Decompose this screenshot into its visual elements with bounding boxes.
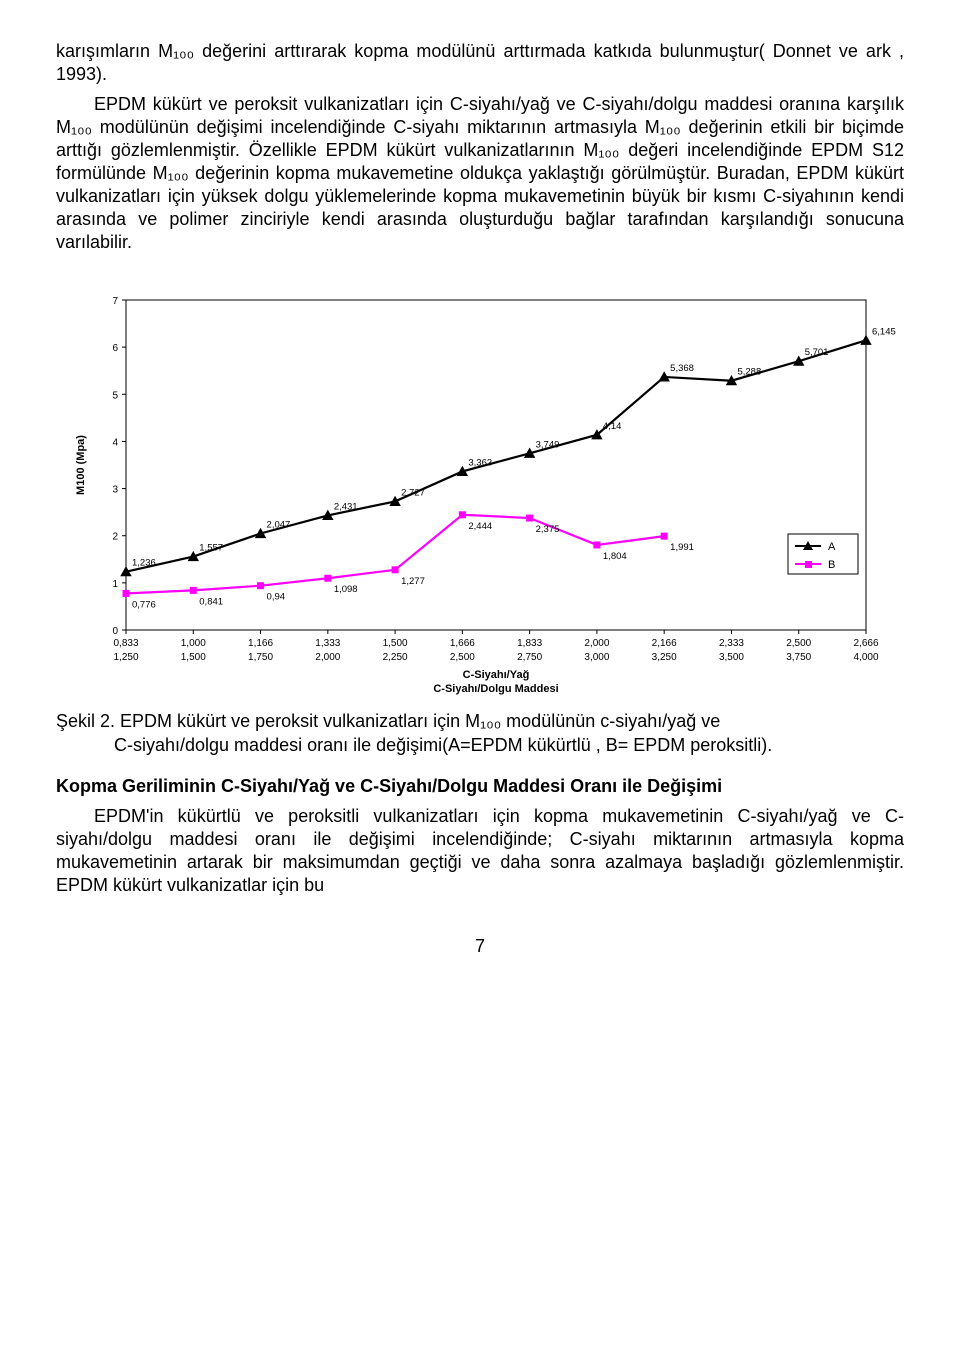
svg-text:2,727: 2,727 — [401, 488, 425, 499]
svg-text:1,750: 1,750 — [248, 652, 273, 663]
figure-caption-line1: EPDM kükürt ve peroksit vulkanizatları i… — [120, 711, 720, 731]
svg-text:1,804: 1,804 — [603, 551, 627, 562]
svg-text:2,000: 2,000 — [315, 652, 340, 663]
svg-text:1,000: 1,000 — [181, 638, 206, 649]
svg-text:1,236: 1,236 — [132, 558, 156, 569]
svg-text:1,333: 1,333 — [315, 638, 340, 649]
svg-text:1,500: 1,500 — [181, 652, 206, 663]
figure-label: Şekil 2. — [56, 711, 115, 731]
svg-text:1,166: 1,166 — [248, 638, 273, 649]
svg-text:C-Siyahı/Dolgu Maddesi: C-Siyahı/Dolgu Maddesi — [433, 683, 558, 695]
svg-text:1,250: 1,250 — [113, 652, 138, 663]
svg-text:2: 2 — [112, 532, 118, 543]
svg-text:2,375: 2,375 — [536, 525, 560, 536]
svg-text:2,500: 2,500 — [450, 652, 475, 663]
svg-text:M100 (Mpa): M100 (Mpa) — [75, 435, 87, 495]
svg-text:5,288: 5,288 — [737, 367, 761, 378]
svg-text:0: 0 — [112, 626, 118, 637]
svg-text:3,000: 3,000 — [584, 652, 609, 663]
svg-text:1,666: 1,666 — [450, 638, 475, 649]
svg-text:5,368: 5,368 — [670, 363, 694, 374]
svg-text:C-Siyahı/Yağ: C-Siyahı/Yağ — [463, 669, 530, 681]
svg-text:3,750: 3,750 — [786, 652, 811, 663]
svg-text:1: 1 — [112, 579, 118, 590]
svg-text:5: 5 — [112, 391, 118, 402]
svg-text:5,701: 5,701 — [805, 348, 829, 359]
svg-text:A: A — [828, 541, 836, 553]
svg-text:4: 4 — [112, 438, 118, 449]
svg-text:0,841: 0,841 — [199, 597, 223, 608]
paragraph-1: karışımların M₁₀₀ değerini arttırarak ko… — [56, 40, 904, 86]
page-number: 7 — [56, 935, 904, 958]
svg-text:2,500: 2,500 — [786, 638, 811, 649]
svg-text:2,333: 2,333 — [719, 638, 744, 649]
svg-text:3,749: 3,749 — [536, 440, 560, 451]
paragraph-2: EPDM kükürt ve peroksit vulkanizatları i… — [56, 93, 904, 254]
svg-text:B: B — [828, 559, 835, 571]
svg-text:0,94: 0,94 — [267, 592, 286, 603]
svg-text:2,047: 2,047 — [267, 520, 291, 531]
figure-caption-line2: C-siyahı/dolgu maddesi oranı ile değişim… — [114, 735, 772, 755]
svg-text:2,250: 2,250 — [383, 652, 408, 663]
figure-2: 0 1 2 3 4 5 6 7 M100 (Mpa) 0,833 1,250 1,000 1,500 1,… — [56, 280, 904, 700]
svg-text:4,14: 4,14 — [603, 421, 622, 432]
svg-text:2,166: 2,166 — [652, 638, 677, 649]
svg-text:2,666: 2,666 — [853, 638, 878, 649]
svg-text:0,833: 0,833 — [113, 638, 138, 649]
svg-text:2,750: 2,750 — [517, 652, 542, 663]
svg-text:3,363: 3,363 — [468, 458, 492, 469]
svg-text:7: 7 — [112, 296, 118, 307]
svg-text:1,500: 1,500 — [383, 638, 408, 649]
svg-text:2,431: 2,431 — [334, 502, 358, 513]
svg-text:6: 6 — [112, 344, 118, 355]
svg-text:1,991: 1,991 — [670, 543, 694, 554]
svg-text:3,500: 3,500 — [719, 652, 744, 663]
svg-text:3,250: 3,250 — [652, 652, 677, 663]
figure-2-caption: Şekil 2. EPDM kükürt ve peroksit vulkani… — [56, 710, 904, 756]
svg-text:1,833: 1,833 — [517, 638, 542, 649]
svg-text:4,000: 4,000 — [853, 652, 878, 663]
svg-text:3: 3 — [112, 485, 118, 496]
svg-text:2,444: 2,444 — [468, 521, 492, 532]
svg-text:0,776: 0,776 — [132, 600, 156, 611]
line-chart: 0 1 2 3 4 5 6 7 M100 (Mpa) 0,833 1,250 1,000 1,500 1,… — [56, 280, 906, 700]
svg-text:6,145: 6,145 — [872, 327, 896, 338]
section-2-title: Kopma Geriliminin C-Siyahı/Yağ ve C-Siya… — [56, 775, 904, 798]
svg-text:1,557: 1,557 — [199, 543, 223, 554]
svg-text:2,000: 2,000 — [584, 638, 609, 649]
section-2-body: EPDM'in kükürtlü ve peroksitli vulkaniza… — [56, 805, 904, 897]
svg-text:1,098: 1,098 — [334, 585, 358, 596]
svg-text:1,277: 1,277 — [401, 576, 425, 587]
